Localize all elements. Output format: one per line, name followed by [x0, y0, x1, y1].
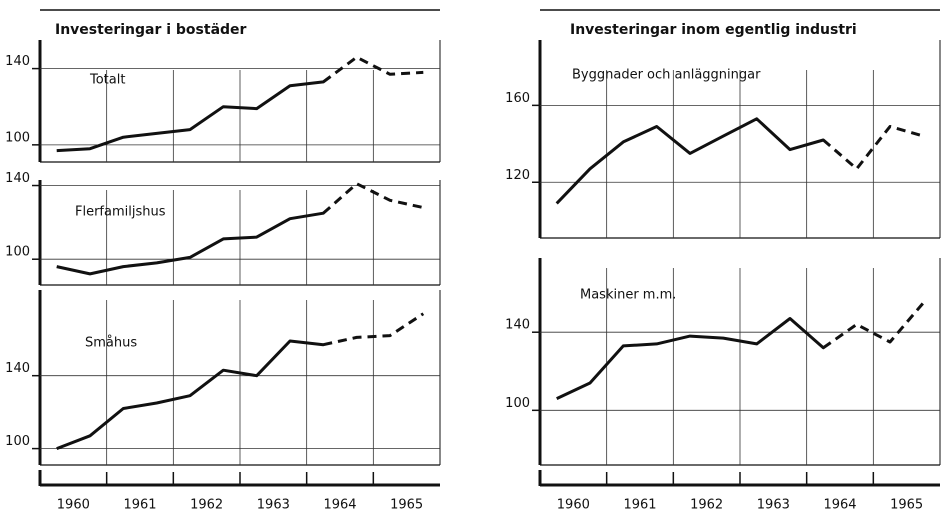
y-tick-label: 100 — [5, 130, 30, 145]
x-tick-label: 1961 — [123, 498, 156, 513]
x-tick-label: 1962 — [690, 498, 723, 513]
panel-title: Investeringar inom egentlig industri — [570, 22, 857, 38]
x-tick-label: 1965 — [390, 498, 423, 513]
line — [56, 182, 424, 276]
line — [555, 117, 924, 205]
series-label: Byggnader och anläggningar — [572, 68, 761, 83]
line — [56, 55, 424, 153]
y-tick-label: 160 — [505, 91, 530, 106]
series-label: Flerfamiljshus — [75, 205, 166, 220]
y-tick-label: 100 — [5, 434, 30, 449]
x-tick-label: 1960 — [557, 498, 590, 513]
x-tick-label: 1961 — [623, 498, 656, 513]
y-tick-label: 140 — [5, 54, 30, 69]
x-tick-label: 1962 — [190, 498, 223, 513]
panel-title: Investeringar i bostäder — [55, 22, 247, 38]
y-tick-label: 120 — [505, 168, 530, 183]
y-tick-label: 100 — [505, 396, 530, 411]
y-tick-label: 140 — [5, 171, 30, 186]
line — [56, 312, 425, 451]
line — [556, 301, 925, 400]
x-tick-label: 1964 — [323, 498, 356, 513]
series-label: Småhus — [85, 336, 137, 351]
x-tick-label: 1965 — [890, 498, 923, 513]
x-tick-label: 1963 — [257, 498, 290, 513]
series-label: Maskiner m.m. — [580, 288, 676, 303]
x-tick-label: 1960 — [57, 498, 90, 513]
x-tick-label: 1963 — [757, 498, 790, 513]
series-label: Totalt — [89, 73, 125, 88]
y-tick-label: 140 — [505, 318, 530, 333]
x-tick-label: 1964 — [823, 498, 856, 513]
y-tick-label: 100 — [5, 245, 30, 260]
y-tick-label: 140 — [5, 361, 30, 376]
